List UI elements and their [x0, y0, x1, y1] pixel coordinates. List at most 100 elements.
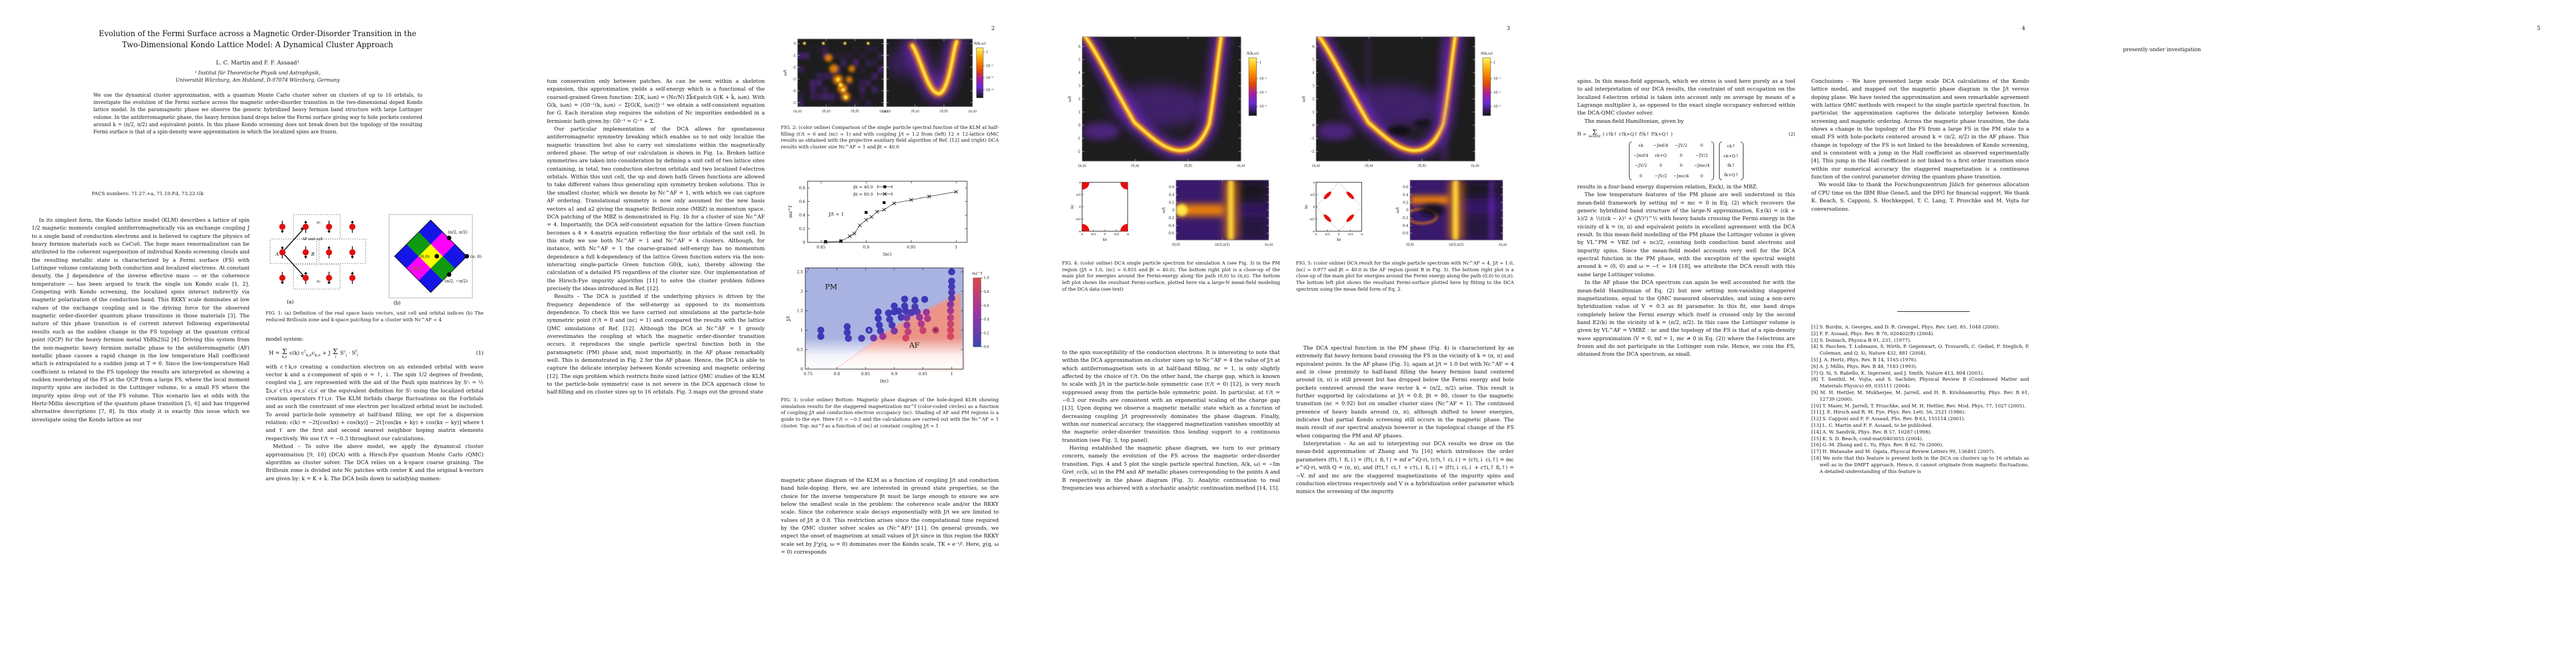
svg-text:ω/t: ω/t: [1302, 96, 1306, 102]
svg-text:-π/2: -π/2: [1309, 218, 1315, 221]
svg-text:π: π: [1081, 233, 1083, 236]
svg-text:10⁻¹: 10⁻¹: [1259, 77, 1267, 81]
figure-3-top: 0.85 0.9 0.95 1 0 0.2 0.4 0.6 0.8 ⟨nc⟩ mz^f βt = 40…: [781, 176, 999, 261]
reference-item: [1] S. Burdin, A. Georges, and D. R. Gre…: [1811, 325, 2000, 330]
k-point-label: (π/2, π/2): [448, 230, 467, 235]
p3-left-column: to the spin susceptibility of the conduc…: [1062, 350, 1280, 491]
svg-text:J/t: J/t: [786, 316, 791, 322]
svg-text:(π,π): (π,π): [1471, 164, 1479, 168]
svg-text:2: 2: [1078, 97, 1080, 101]
svg-text:(0,0): (0,0): [1418, 164, 1426, 168]
svg-text:1: 1: [1078, 111, 1080, 115]
svg-text:0: 0: [803, 240, 805, 245]
svg-text:0.6: 0.6: [984, 304, 989, 308]
matrix-entry: −JV/2: [1675, 142, 1687, 148]
p4-left-column: spins. In this mean-field approach, whic…: [1577, 78, 1795, 358]
page-number: 3: [1506, 26, 1510, 32]
figure-3-bottom: PM AF A B 0.75 0.8 0.85 0.9 0.95 1 0 0.5 1 1.5 2 2.5 ⟨nc…: [781, 262, 999, 395]
svg-text:-1: -1: [793, 54, 796, 58]
svg-text:6: 6: [1078, 45, 1080, 49]
svg-text:5: 5: [1312, 58, 1314, 62]
vector-entry: ck↑: [1727, 143, 1736, 149]
svg-text:2: 2: [1312, 97, 1314, 101]
svg-text:0: 0: [794, 42, 796, 46]
svg-text:0: 0: [1338, 233, 1340, 236]
svg-text:(π,π): (π,π): [1499, 243, 1507, 247]
reference-item: [9] M. H. Hettler, M. Mukherjee, M. Jarr…: [1811, 390, 2029, 402]
svg-text:a₁: a₁: [317, 220, 321, 225]
svg-text:1: 1: [986, 50, 988, 54]
svg-text:0.2: 0.2: [1169, 201, 1174, 205]
svg-text:π/2: π/2: [1091, 233, 1096, 236]
page-number: 5: [2537, 26, 2540, 32]
reference-item: [17] H. Watanabe and M. Ogata, Physical …: [1811, 449, 1995, 455]
svg-text:π: π: [1313, 181, 1315, 185]
references-list: [1] S. Burdin, A. Georges, and D. R. Gre…: [1811, 325, 2029, 475]
svg-text:-2: -2: [793, 66, 796, 69]
svg-text:PM: PM: [825, 283, 837, 292]
svg-text:0.6: 0.6: [1403, 186, 1408, 190]
svg-text:-0.4: -0.4: [1168, 224, 1174, 228]
figure-3-top-chart: 0.85 0.9 0.95 1 0 0.2 0.4 0.6 0.8 ⟨nc⟩ mz^f βt = 40…: [788, 181, 968, 257]
svg-text:(a): (a): [287, 299, 293, 305]
svg-text:-1: -1: [1077, 137, 1080, 141]
continuation-note: presently under investigation: [2123, 47, 2201, 53]
matrix-entry: −Jmf/4: [1633, 153, 1648, 158]
svg-text:0.75: 0.75: [804, 371, 813, 376]
figure-2-spectral-panels: 0 -1 -2 -3 -4 -5 (π,π) (0,π) (0,0) (π,π) ω/t (π,π)…: [783, 38, 994, 113]
svg-text:0.4: 0.4: [1169, 193, 1174, 197]
svg-text:0.95: 0.95: [919, 371, 928, 376]
reference-item: [16] G.-M. Zhang and L. Yu, Phys. Rev. B…: [1811, 442, 1944, 449]
svg-text:6: 6: [1312, 45, 1314, 49]
page-3: 3 6 5 4 3 2 1 0 -1 -2 (π,π) (0,π) (0,0) (π,π) ω/t A(k…: [1030, 0, 1546, 667]
svg-text:(0,0): (0,0): [940, 109, 948, 113]
reference-item: [12] S. Capponi and F. F. Assaad, Phs. R…: [1811, 416, 1965, 422]
svg-text:βt = 80.0: βt = 80.0: [854, 192, 873, 197]
figure-3-phase-diagram: PM AF A B 0.75 0.8 0.85 0.9 0.95 1 0 0.5 1 1.5 2 2.5 ⟨nc…: [786, 267, 989, 384]
matrix-entry: 0: [1700, 142, 1703, 148]
svg-text:mz^f: mz^f: [788, 205, 793, 218]
page-number: 2: [991, 26, 995, 32]
svg-text:mz^f: mz^f: [972, 271, 983, 276]
references-rule: [1897, 311, 1970, 312]
matrix-entry: −Jmf/4: [1653, 142, 1668, 148]
svg-text:0.6: 0.6: [799, 199, 806, 204]
reference-item: [4] S. Paschen, T. Luhmann, S. Wirth, P.…: [1811, 344, 2029, 357]
svg-text:-5: -5: [793, 101, 796, 105]
mbz-patches: [394, 220, 467, 293]
svg-text:(π,π): (π,π): [1312, 164, 1321, 168]
matrix-entry: −JV/2: [1695, 153, 1708, 158]
svg-text:1: 1: [950, 371, 953, 376]
svg-text:10⁻²: 10⁻²: [1259, 91, 1267, 95]
svg-text:0.85: 0.85: [816, 245, 825, 250]
reference-item: [7] Q. Si, S. Rabello, K. Ingersent, and…: [1811, 370, 1984, 376]
svg-text:-0.2: -0.2: [1168, 216, 1174, 220]
svg-text:ω/t: ω/t: [783, 69, 788, 76]
p4-right-column: Conclusions – We have presented large sc…: [1811, 78, 2029, 212]
figure-4-caption: FIG. 4: (color online) DCA single partic…: [1062, 260, 1280, 292]
pacs-line: PACS numbers: 71.27.+a, 71.10.Fd, 73.22.…: [92, 191, 204, 197]
svg-text:A(k,ω): A(k,ω): [1246, 51, 1259, 56]
vector-entry: fk+Q↑: [1723, 172, 1739, 178]
svg-text:0: 0: [800, 366, 803, 371]
authors: L. C. Martin and F. F. Assaad¹: [216, 60, 300, 66]
fig1a-lattice: (a) a₁ a₂ A B AF unit cell: [270, 214, 366, 305]
paragraph: In its simplest form, the Kondo lattice …: [32, 217, 250, 423]
figure-4-bottom-row: π π π/2 π/2 0 0 -π/2 -π/2 -π -π kx ky 0.6 0.4 0.2 0 -0.…: [1070, 180, 1273, 247]
svg-text:0.9: 0.9: [863, 245, 870, 250]
reference-item: [8] T. Senthil, M. Vojta, and S. Sachdev…: [1811, 377, 2029, 390]
figure-5-bottom-row: π π π/2 π/2 0 0 -π/2 -π/2 -π -π kx ky 0.6 0.4 0.2 0 -0.…: [1304, 180, 1507, 247]
svg-text:(0,0): (0,0): [1406, 243, 1414, 247]
svg-text:(π/2,π/2): (π/2,π/2): [1449, 243, 1464, 247]
reference-item: [18] We note that this feature is presen…: [1811, 455, 2029, 475]
reference-item: [11] J. E. Hirsch and R. M. Fye, Phys. R…: [1811, 410, 1966, 416]
svg-text:-π/2: -π/2: [1113, 233, 1119, 236]
k-point-label: (π/2, −π/2): [445, 278, 467, 283]
figure-1-lattice-and-bz: (a) a₁ a₂ A B AF unit cell: [270, 214, 481, 306]
svg-text:(π/2,π/2): (π/2,π/2): [1215, 243, 1230, 247]
svg-text:ω/t: ω/t: [1068, 96, 1072, 102]
svg-text:3: 3: [1312, 84, 1314, 88]
svg-text:B: B: [311, 252, 315, 257]
